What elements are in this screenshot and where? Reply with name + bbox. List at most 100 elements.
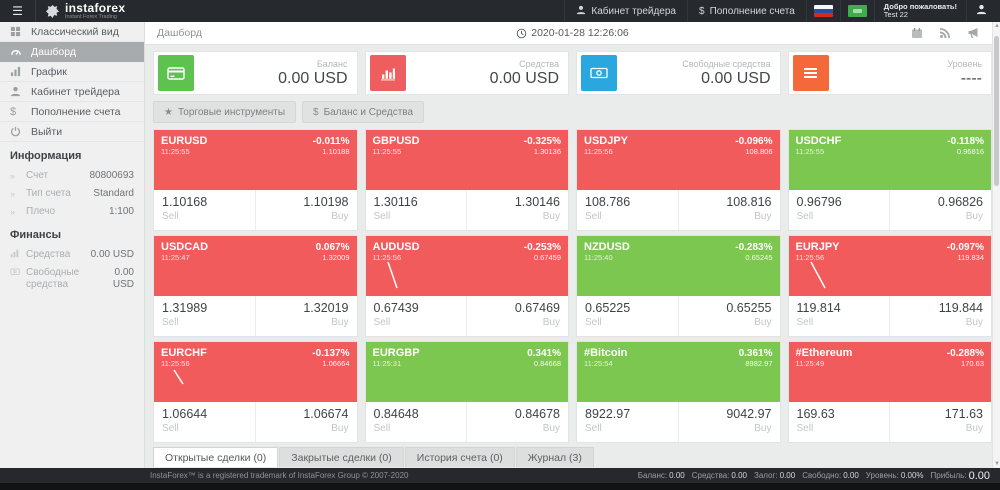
- info-row-account-type: » Тип счета Standard: [0, 185, 144, 203]
- russian-flag-icon: [813, 5, 833, 17]
- sell-button[interactable]: 0.84648 Sell: [366, 402, 468, 442]
- trader-cabinet-button[interactable]: Кабинет трейдера: [564, 0, 687, 22]
- tile-gbpusd[interactable]: GBPUSD -0.325% 11:25:55 1.30136 1.30116 Sel…: [364, 129, 569, 231]
- buy-button[interactable]: 0.67469 Buy: [467, 296, 568, 336]
- instrument-symbol: EURUSD: [161, 135, 208, 147]
- tile-header: AUDUSD -0.253% 11:25:56 0.67459: [365, 236, 568, 296]
- buy-button[interactable]: 0.96826 Buy: [890, 190, 991, 230]
- quote-time: 11:25:47: [161, 253, 190, 262]
- last-price: 0.67459: [533, 253, 561, 262]
- buy-label: Buy: [965, 211, 983, 222]
- tab-closed-deals[interactable]: Закрытые сделки (0): [279, 447, 404, 467]
- instrument-change: 0.067%: [315, 242, 350, 253]
- language-russian-button[interactable]: [805, 0, 840, 22]
- buy-button[interactable]: 0.84678 Buy: [467, 402, 568, 442]
- sidebar-item-logout[interactable]: Выйти: [0, 122, 144, 142]
- sell-button[interactable]: 1.10168 Sell: [154, 190, 256, 230]
- last-price: 8982.97: [745, 359, 773, 368]
- sell-button[interactable]: 8922.97 Sell: [577, 402, 679, 442]
- instrument-grid: EURUSD -0.011% 11:25:55 1.10188 1.10168 Sel…: [153, 129, 992, 443]
- dashboard-toolbar: ★ Торговые инструменты $ Баланс и Средст…: [153, 101, 992, 123]
- clock-icon: [516, 28, 527, 39]
- buy-button[interactable]: 1.10198 Buy: [256, 190, 357, 230]
- tile-eurjpy[interactable]: EURJPY -0.097% 11:25:56 119.834 119.814 Sel…: [787, 235, 992, 337]
- buy-price: 1.10198: [303, 195, 349, 209]
- tile-ethereum[interactable]: #Ethereum -0.288% 11:25:49 170.63 169.63 Se…: [787, 341, 992, 443]
- breadcrumb: Дашборд: [157, 27, 202, 39]
- buy-button[interactable]: 171.63 Buy: [890, 402, 991, 442]
- user-menu-button[interactable]: [966, 0, 996, 22]
- finance-value: 0.00 USD: [90, 249, 134, 260]
- instrument-change: -0.097%: [946, 242, 984, 253]
- tile-usdjpy[interactable]: USDJPY -0.096% 11:25:56 108.806 108.786 Sel…: [576, 129, 781, 231]
- balance-funds-button[interactable]: $ Баланс и Средства: [302, 101, 425, 123]
- buy-button[interactable]: 9042.97 Buy: [679, 402, 780, 442]
- power-icon: [10, 126, 22, 137]
- sell-price: 0.65225: [585, 301, 631, 315]
- tile-eurgbp[interactable]: EURGBP 0.341% 11:25:31 0.84668 0.84648 Sell…: [364, 341, 569, 443]
- sell-button[interactable]: 0.67439 Sell: [366, 296, 468, 336]
- sell-button[interactable]: 1.31989 Sell: [154, 296, 256, 336]
- deposit-button[interactable]: $ Пополнение счета: [687, 0, 806, 22]
- trading-instruments-button[interactable]: ★ Торговые инструменты: [153, 101, 296, 123]
- sell-button[interactable]: 0.65225 Sell: [577, 296, 679, 336]
- buy-button[interactable]: 108.816 Buy: [679, 190, 780, 230]
- language-alt-button[interactable]: [839, 0, 874, 22]
- brand-name: instaforex: [65, 0, 126, 15]
- sell-button[interactable]: 169.63 Sell: [789, 402, 891, 442]
- card-label: Свободные средства: [682, 58, 771, 69]
- info-value: 1:100: [108, 206, 134, 217]
- scrollbar-thumb[interactable]: [994, 36, 999, 186]
- tab-account-history[interactable]: История счета (0): [404, 447, 515, 467]
- tile-eurchf[interactable]: EURCHF -0.137% 11:25:56 1.06664 1.06644 Sel…: [153, 341, 358, 443]
- sell-button[interactable]: 1.06644 Sell: [154, 402, 256, 442]
- sell-button[interactable]: 0.96796 Sell: [789, 190, 891, 230]
- instrument-change: -0.283%: [735, 242, 773, 253]
- scroll-down-icon[interactable]: ▼: [994, 461, 1000, 467]
- rss-icon[interactable]: [939, 27, 951, 39]
- instrument-change: -0.253%: [523, 242, 561, 253]
- sell-label: Sell: [585, 211, 602, 222]
- buy-button[interactable]: 119.844 Buy: [890, 296, 991, 336]
- sell-button[interactable]: 108.786 Sell: [577, 190, 679, 230]
- sidebar-item-classic-view[interactable]: Классический вид: [0, 22, 144, 42]
- megaphone-icon[interactable]: [967, 27, 980, 39]
- buy-label: Buy: [754, 211, 772, 222]
- sidebar-item-dashboard[interactable]: Дашборд: [0, 42, 144, 62]
- chevrons-icon: »: [10, 171, 16, 181]
- sell-label: Sell: [796, 211, 814, 222]
- finance-value: 0.00 USD: [112, 267, 134, 290]
- buy-label: Buy: [542, 317, 560, 328]
- sell-button[interactable]: 1.30116 Sell: [366, 190, 468, 230]
- brand-logo[interactable]: instaforex Instant Forex Trading: [36, 0, 134, 22]
- tab-open-deals[interactable]: Открытые сделки (0): [153, 447, 279, 467]
- buy-button[interactable]: 0.65255 Buy: [679, 296, 780, 336]
- tab-journal[interactable]: Журнал (3): [515, 447, 594, 467]
- buy-button[interactable]: 1.32019 Buy: [256, 296, 357, 336]
- tile-nzdusd[interactable]: NZDUSD -0.283% 11:25:40 0.65245 0.65225 Sel…: [576, 235, 781, 337]
- scroll-up-icon[interactable]: ▲: [994, 23, 1000, 29]
- tile-bitcoin[interactable]: #Bitcoin 0.361% 11:25:54 8982.97 8922.97 Se…: [576, 341, 781, 443]
- star-icon: ★: [164, 106, 173, 118]
- deposit-label: Пополнение счета: [709, 5, 795, 17]
- quote-time: 11:25:56: [795, 253, 825, 262]
- sidebar-item-deposit[interactable]: $ Пополнение счета: [0, 102, 144, 122]
- tile-usdcad[interactable]: USDCAD 0.067% 11:25:47 1.32009 1.31989 Sell…: [153, 235, 358, 337]
- buy-button[interactable]: 1.06674 Buy: [256, 402, 357, 442]
- sell-button[interactable]: 119.814 Sell: [789, 296, 891, 336]
- calendar-icon[interactable]: [911, 27, 923, 39]
- menu-toggle-button[interactable]: ☰: [0, 0, 36, 22]
- sidebar-item-chart[interactable]: График: [0, 62, 144, 82]
- vertical-scrollbar[interactable]: ▲ ▼: [992, 22, 1000, 468]
- tile-header: USDCAD 0.067% 11:25:47 1.32009: [154, 236, 357, 296]
- last-price: 0.65245: [745, 253, 773, 262]
- tile-eurusd[interactable]: EURUSD -0.011% 11:25:55 1.10188 1.10168 Sel…: [153, 129, 358, 231]
- tile-audusd[interactable]: AUDUSD -0.253% 11:25:56 0.67459 0.67439 Sel…: [364, 235, 569, 337]
- sell-price: 8922.97: [585, 407, 631, 421]
- buy-button[interactable]: 1.30146 Buy: [467, 190, 568, 230]
- sidebar-item-trader-cabinet[interactable]: Кабинет трейдера: [0, 82, 144, 102]
- last-price: 170.63: [961, 359, 984, 368]
- tile-usdchf[interactable]: USDCHF -0.118% 11:25:55 0.96816 0.96796 Sel…: [787, 129, 992, 231]
- datetime-text: 2020-01-28 12:26:06: [531, 27, 629, 39]
- sell-label: Sell: [373, 317, 391, 328]
